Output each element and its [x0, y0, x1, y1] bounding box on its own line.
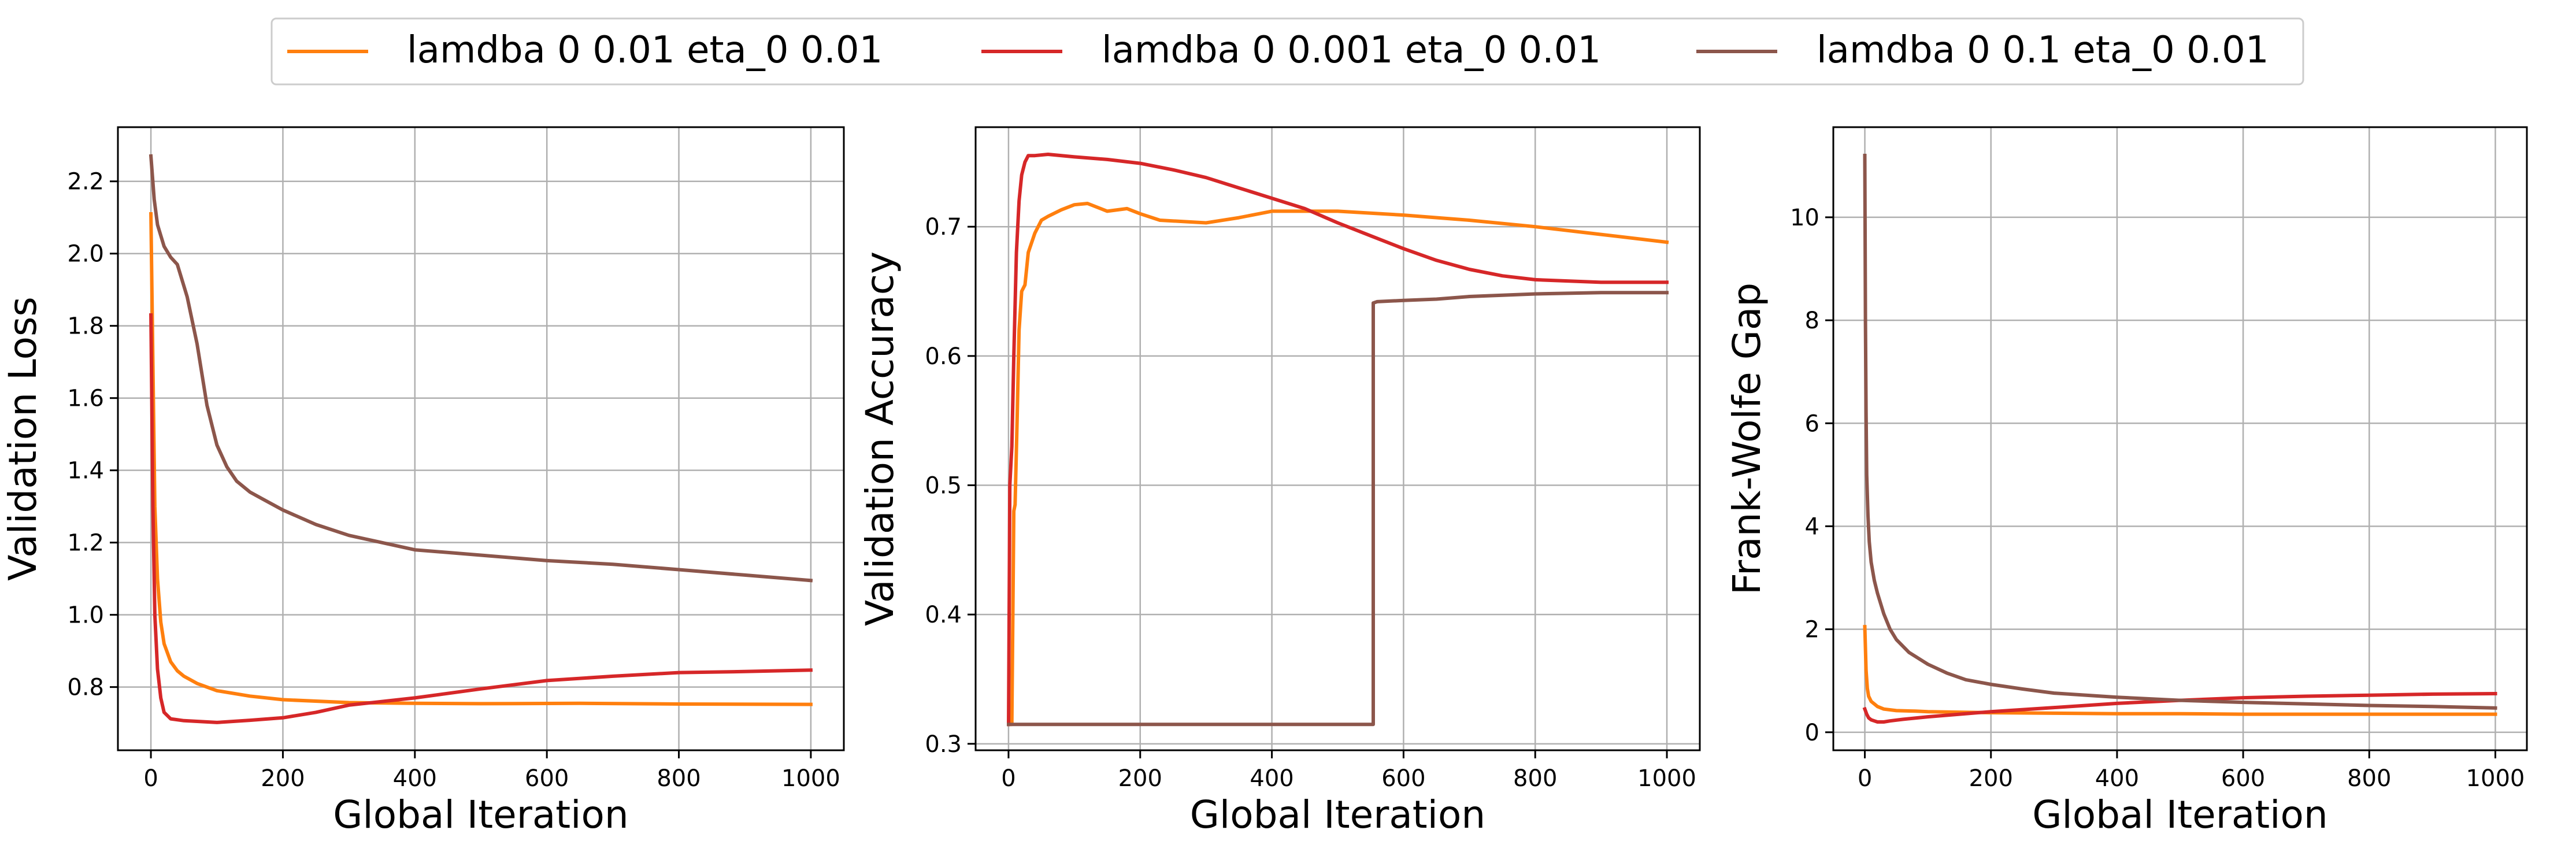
y-tick-label: 1.6	[67, 386, 104, 412]
legend: lamdba 0 0.01 eta_0 0.01 lamdba 0 0.001 …	[270, 17, 2304, 86]
y-tick-label: 0.5	[925, 473, 962, 499]
axes-frame	[974, 126, 1701, 751]
y-tick-label: 2	[1805, 617, 1819, 643]
y-tick-label: 0.4	[925, 602, 962, 628]
series-line-orange	[149, 212, 813, 706]
series-line-red	[1006, 153, 1669, 727]
legend-frame	[270, 17, 2304, 86]
legend-label-orange: lamdba 0 0.01 eta_0 0.01	[407, 29, 883, 72]
y-axis-label: Frank-Wolfe Gap	[1725, 283, 1769, 595]
panel-validation-loss: 0 200 400 600 800 1000 0.8 1.0 1.2 1.4 1.6 1.8 2.0 2.…	[1, 126, 845, 837]
x-tick-label: 400	[1250, 765, 1293, 792]
axes-frame	[1832, 126, 2528, 751]
series-line-orange	[1007, 202, 1669, 727]
y-tick-label: 0.3	[925, 731, 962, 758]
x-tick-label: 800	[657, 765, 700, 792]
y-axis-label: Validation Loss	[1, 297, 45, 581]
y-tick-label: 0.6	[925, 343, 962, 370]
x-axis-label: Global Iteration	[1190, 792, 1485, 837]
x-tick-label: 400	[393, 765, 437, 792]
legend-label-red: lamdba 0 0.001 eta_0 0.01	[1102, 29, 1601, 72]
x-tick-label: 400	[2095, 765, 2139, 792]
x-tick-label: 0	[1858, 765, 1872, 792]
legend-label-brown: lamdba 0 0.1 eta_0 0.01	[1817, 29, 2269, 72]
series-line-brown	[1863, 153, 2497, 710]
x-tick-label: 0	[1001, 765, 1015, 792]
y-tick-label: 0.8	[67, 675, 104, 701]
y-tick-label: 6	[1805, 410, 1819, 437]
x-axis-label: Global Iteration	[2032, 792, 2327, 837]
series-line-red	[149, 313, 813, 724]
x-tick-label: 200	[261, 765, 305, 792]
y-tick-label: 1.4	[67, 458, 104, 484]
y-tick-label: 2.0	[67, 241, 104, 268]
series-line-brown	[149, 154, 813, 583]
panel-validation-accuracy: 0 200 400 600 800 1000 0.3 0.4 0.5 0.6 0.7 Global I…	[858, 126, 1701, 837]
y-tick-label: 4	[1805, 513, 1819, 540]
y-tick-label: 0	[1805, 720, 1819, 746]
y-tick-label: 8	[1805, 308, 1819, 334]
y-tick-label: 2.2	[67, 169, 104, 195]
x-tick-label: 200	[1969, 765, 2013, 792]
y-tick-label: 1.8	[67, 313, 104, 340]
x-tick-label: 600	[2221, 765, 2265, 792]
y-tick-label: 1.2	[67, 530, 104, 557]
series-line-red	[1862, 691, 2497, 724]
x-tick-label: 0	[143, 765, 158, 792]
x-tick-label: 800	[2347, 765, 2391, 792]
series-line-orange	[1863, 625, 2497, 716]
x-tick-label: 1000	[781, 765, 840, 792]
x-tick-label: 1000	[1637, 765, 1696, 792]
series-line-brown	[1007, 291, 1669, 727]
y-tick-label: 0.7	[925, 214, 962, 240]
panel-frank-wolfe-gap: 0 200 400 600 800 1000 0 2 4 6 8 10 Global Iteration…	[1725, 126, 2528, 837]
y-tick-label: 10	[1790, 205, 1819, 231]
x-axis-label: Global Iteration	[333, 792, 628, 837]
x-tick-label: 600	[525, 765, 569, 792]
x-tick-label: 1000	[2466, 765, 2525, 792]
x-tick-label: 600	[1381, 765, 1425, 792]
x-tick-label: 800	[1513, 765, 1557, 792]
x-tick-label: 200	[1118, 765, 1162, 792]
axes-frame	[117, 126, 845, 751]
y-axis-label: Validation Accuracy	[858, 251, 902, 626]
y-tick-label: 1.0	[67, 602, 104, 629]
